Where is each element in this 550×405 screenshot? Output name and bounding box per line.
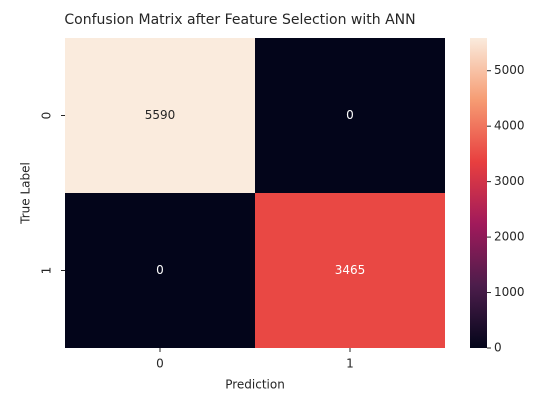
cell-label: 3465 (335, 263, 366, 277)
colorbar-tick-label: 0 (494, 341, 502, 355)
cell-label: 0 (346, 108, 354, 122)
heatmap-cell (255, 38, 445, 193)
y-tick-label: 0 (40, 112, 54, 120)
colorbar-tick-label: 4000 (494, 119, 525, 133)
heatmap-cell (65, 193, 255, 348)
x-tick-label: 0 (156, 357, 164, 371)
heatmap-cell (255, 193, 445, 348)
heatmap-cell (65, 38, 255, 193)
x-tick-label: 1 (346, 357, 354, 371)
chart-title: Confusion Matrix after Feature Selection… (64, 12, 415, 28)
x-axis-label: Prediction (225, 378, 285, 392)
y-tick-label: 1 (40, 267, 54, 275)
colorbar-tick-label: 2000 (494, 230, 525, 244)
y-axis-label: True Label (19, 162, 33, 225)
colorbar-tick-label: 5000 (494, 63, 525, 77)
cell-label: 0 (156, 263, 164, 277)
cell-label: 5590 (145, 108, 176, 122)
colorbar-tick-label: 3000 (494, 174, 525, 188)
colorbar (470, 38, 487, 348)
colorbar-tick-label: 1000 (494, 285, 525, 299)
